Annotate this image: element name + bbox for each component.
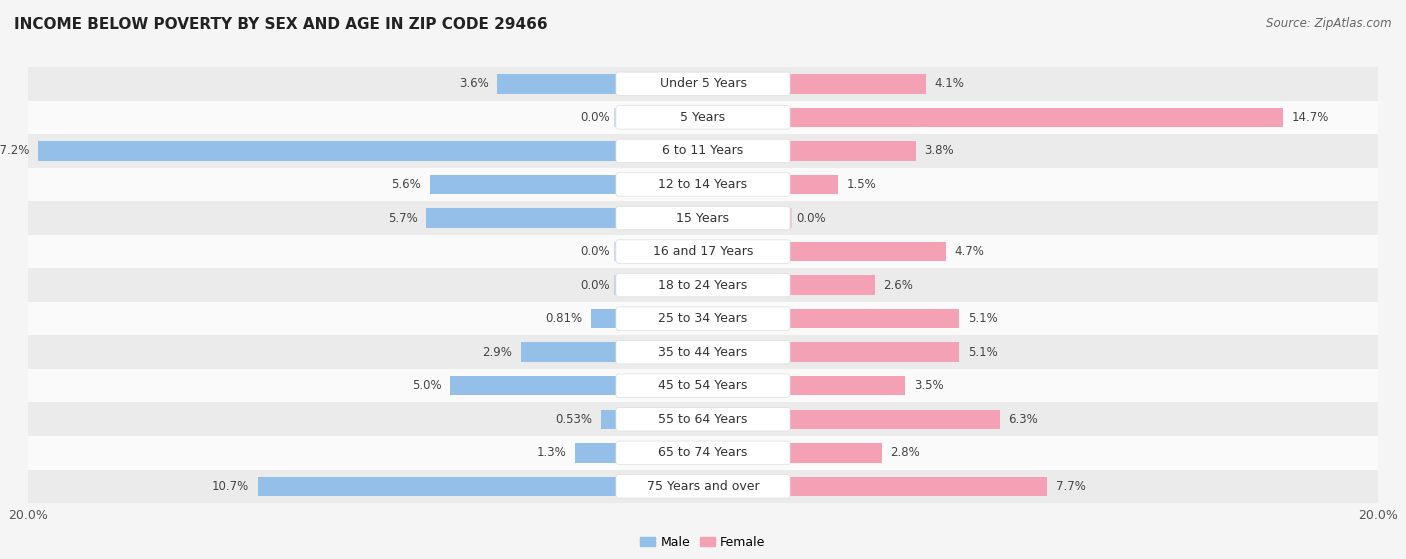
Bar [787, 209, 793, 228]
Text: 0.0%: 0.0% [796, 211, 825, 225]
FancyBboxPatch shape [616, 408, 790, 431]
Bar [613, 276, 619, 295]
Text: 5 Years: 5 Years [681, 111, 725, 124]
Text: 0.0%: 0.0% [581, 245, 610, 258]
FancyBboxPatch shape [616, 240, 790, 263]
Legend: Male, Female: Male, Female [636, 530, 770, 553]
Bar [498, 74, 619, 93]
Bar [520, 343, 619, 362]
Bar [28, 201, 1378, 235]
Text: 75 Years and over: 75 Years and over [647, 480, 759, 493]
Text: 2.8%: 2.8% [890, 446, 920, 459]
Text: Under 5 Years: Under 5 Years [659, 77, 747, 91]
Bar [787, 74, 925, 93]
FancyBboxPatch shape [616, 441, 790, 465]
Text: 15 Years: 15 Years [676, 211, 730, 225]
Bar [28, 268, 1378, 302]
Bar [257, 477, 619, 496]
Text: 17.2%: 17.2% [0, 144, 30, 158]
Bar [28, 101, 1378, 134]
Text: 14.7%: 14.7% [1292, 111, 1329, 124]
Bar [600, 410, 619, 429]
Text: 55 to 64 Years: 55 to 64 Years [658, 413, 748, 426]
Text: 5.1%: 5.1% [967, 312, 998, 325]
Bar [787, 309, 959, 328]
FancyBboxPatch shape [616, 273, 790, 297]
Text: 1.5%: 1.5% [846, 178, 876, 191]
Text: 5.7%: 5.7% [388, 211, 418, 225]
Bar [28, 134, 1378, 168]
Text: 0.81%: 0.81% [546, 312, 583, 325]
Bar [450, 376, 619, 395]
Text: 18 to 24 Years: 18 to 24 Years [658, 278, 748, 292]
Text: 0.0%: 0.0% [581, 278, 610, 292]
Text: 3.6%: 3.6% [458, 77, 489, 91]
Text: 6.3%: 6.3% [1008, 413, 1038, 426]
Text: 0.53%: 0.53% [555, 413, 592, 426]
Bar [787, 443, 882, 462]
Bar [613, 242, 619, 261]
FancyBboxPatch shape [616, 340, 790, 364]
Bar [28, 436, 1378, 470]
Bar [28, 235, 1378, 268]
FancyBboxPatch shape [616, 206, 790, 230]
Text: INCOME BELOW POVERTY BY SEX AND AGE IN ZIP CODE 29466: INCOME BELOW POVERTY BY SEX AND AGE IN Z… [14, 17, 548, 32]
Text: 45 to 54 Years: 45 to 54 Years [658, 379, 748, 392]
Text: 1.3%: 1.3% [537, 446, 567, 459]
Bar [28, 302, 1378, 335]
Text: 35 to 44 Years: 35 to 44 Years [658, 345, 748, 359]
Bar [787, 141, 915, 160]
Bar [28, 369, 1378, 402]
Bar [787, 376, 905, 395]
Text: 10.7%: 10.7% [212, 480, 249, 493]
Text: Source: ZipAtlas.com: Source: ZipAtlas.com [1267, 17, 1392, 30]
FancyBboxPatch shape [616, 72, 790, 96]
Text: 4.1%: 4.1% [934, 77, 965, 91]
Text: 65 to 74 Years: 65 to 74 Years [658, 446, 748, 459]
Text: 2.6%: 2.6% [883, 278, 914, 292]
Text: 12 to 14 Years: 12 to 14 Years [658, 178, 748, 191]
Bar [28, 470, 1378, 503]
Text: 6 to 11 Years: 6 to 11 Years [662, 144, 744, 158]
Text: 5.6%: 5.6% [391, 178, 422, 191]
FancyBboxPatch shape [616, 475, 790, 498]
Text: 3.8%: 3.8% [924, 144, 953, 158]
Text: 2.9%: 2.9% [482, 345, 512, 359]
FancyBboxPatch shape [616, 374, 790, 397]
FancyBboxPatch shape [616, 173, 790, 196]
Bar [28, 67, 1378, 101]
Bar [787, 175, 838, 194]
Text: 16 and 17 Years: 16 and 17 Years [652, 245, 754, 258]
Bar [787, 276, 875, 295]
FancyBboxPatch shape [616, 139, 790, 163]
Bar [787, 477, 1047, 496]
Bar [787, 242, 946, 261]
Text: 0.0%: 0.0% [581, 111, 610, 124]
Bar [613, 108, 619, 127]
FancyBboxPatch shape [616, 307, 790, 330]
Text: 5.0%: 5.0% [412, 379, 441, 392]
Bar [28, 402, 1378, 436]
Text: 3.5%: 3.5% [914, 379, 943, 392]
Bar [28, 168, 1378, 201]
FancyBboxPatch shape [616, 106, 790, 129]
Bar [575, 443, 619, 462]
Text: 4.7%: 4.7% [955, 245, 984, 258]
Bar [430, 175, 619, 194]
Bar [28, 335, 1378, 369]
Bar [787, 410, 1000, 429]
Bar [38, 141, 619, 160]
Text: 7.7%: 7.7% [1056, 480, 1085, 493]
Bar [787, 108, 1284, 127]
Text: 25 to 34 Years: 25 to 34 Years [658, 312, 748, 325]
Bar [787, 343, 959, 362]
Bar [592, 309, 619, 328]
Bar [426, 209, 619, 228]
Text: 5.1%: 5.1% [967, 345, 998, 359]
